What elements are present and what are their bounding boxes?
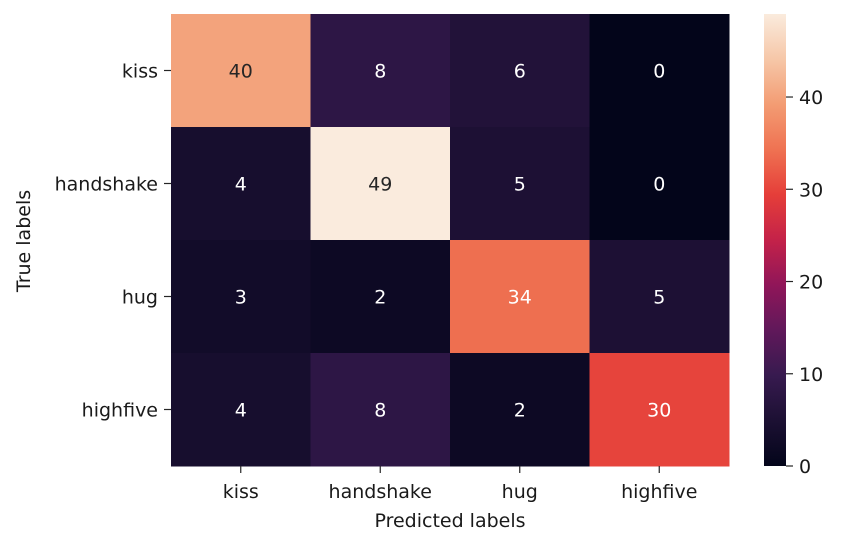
cell-value-label: 30 xyxy=(647,400,671,422)
cell-value-label: 2 xyxy=(374,287,386,309)
heatmap-cell-kiss-hug xyxy=(450,14,590,128)
colorbar-tick-label: 40 xyxy=(799,87,823,109)
y-axis: kiss handshake hug highfive xyxy=(55,61,171,422)
heatmap-cell-labels: 40 8 6 0 4 49 5 0 3 2 34 5 4 8 2 30 xyxy=(229,61,672,422)
heatmap-cell-handshake-handshake xyxy=(310,127,451,241)
cell-value-label: 2 xyxy=(514,400,526,422)
x-axis-title: Predicted labels xyxy=(374,510,525,532)
cell-value-label: 8 xyxy=(374,61,386,83)
colorbar-tick-label: 0 xyxy=(799,456,811,478)
heatmap-cell-handshake-hug xyxy=(450,127,590,241)
heatmap-cell-hug-highfive xyxy=(589,240,730,354)
heatmap-cell-hug-hug xyxy=(450,240,590,354)
heatmap-cell-highfive-hug xyxy=(450,353,590,467)
cell-value-label: 40 xyxy=(229,61,253,83)
heatmap-cell-highfive-kiss xyxy=(171,353,311,467)
cell-value-label: 8 xyxy=(374,400,386,422)
cell-value-label: 34 xyxy=(508,287,532,309)
cell-value-label: 5 xyxy=(653,287,665,309)
heatmap-cell-hug-handshake xyxy=(310,240,451,354)
colorbar-gradient xyxy=(764,14,786,466)
cell-value-label: 0 xyxy=(653,174,665,196)
colorbar-tick-label: 20 xyxy=(799,272,823,294)
y-tick-label-hug: hug xyxy=(122,287,158,309)
heatmap-cell-kiss-kiss xyxy=(171,14,311,128)
cell-value-label: 49 xyxy=(368,174,392,196)
heatmap-cells xyxy=(171,14,730,467)
cell-value-label: 4 xyxy=(235,400,247,422)
cell-value-label: 0 xyxy=(653,61,665,83)
x-axis: kiss handshake hug highfive xyxy=(223,466,697,503)
heatmap-cell-highfive-handshake xyxy=(310,353,451,467)
colorbar-tick-label: 30 xyxy=(799,179,823,201)
heatmap-cell-handshake-highfive xyxy=(589,127,730,241)
heatmap-cell-kiss-handshake xyxy=(310,14,451,128)
cell-value-label: 5 xyxy=(514,174,526,196)
heatmap-cell-hug-kiss xyxy=(171,240,311,354)
y-axis-title: True labels xyxy=(13,190,35,293)
heatmap-cell-kiss-highfive xyxy=(589,14,730,128)
colorbar: 0 10 20 30 40 xyxy=(764,14,823,478)
x-tick-label-kiss: kiss xyxy=(223,481,259,503)
y-tick-label-highfive: highfive xyxy=(82,400,158,422)
cell-value-label: 6 xyxy=(514,61,526,83)
x-tick-label-hug: hug xyxy=(502,481,538,503)
y-tick-label-kiss: kiss xyxy=(122,61,158,83)
colorbar-tick-label: 10 xyxy=(799,364,823,386)
y-tick-label-handshake: handshake xyxy=(55,174,158,196)
cell-value-label: 3 xyxy=(235,287,247,309)
heatmap-cell-highfive-highfive xyxy=(589,353,730,467)
x-tick-label-highfive: highfive xyxy=(621,481,697,503)
x-tick-label-handshake: handshake xyxy=(329,481,432,503)
heatmap-cell-handshake-kiss xyxy=(171,127,311,241)
cell-value-label: 4 xyxy=(235,174,247,196)
